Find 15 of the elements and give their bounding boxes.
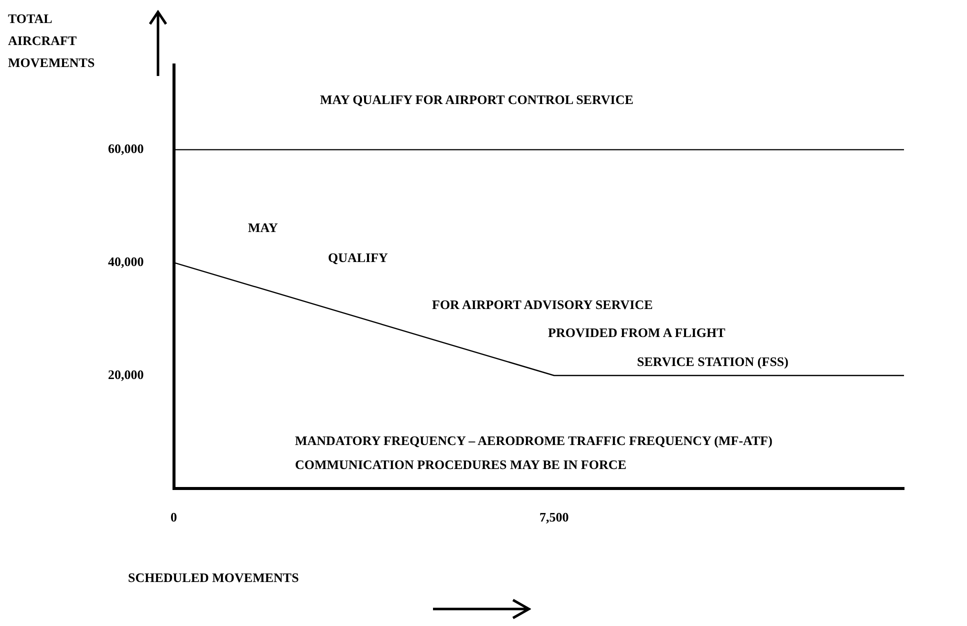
- y-tick-label: 40,000: [108, 254, 144, 269]
- x-axis-title: SCHEDULED MOVEMENTS: [128, 570, 299, 586]
- annotation: SERVICE STATION (FSS): [637, 354, 788, 370]
- annotation: QUALIFY: [328, 250, 388, 266]
- annotation: PROVIDED FROM A FLIGHT: [548, 325, 726, 341]
- y-tick-label: 20,000: [108, 366, 144, 382]
- annotation: FOR AIRPORT ADVISORY SERVICE: [432, 297, 653, 313]
- y-tick-label: 60,000: [108, 141, 144, 156]
- x-tick-label: 7,500: [539, 510, 569, 525]
- annotation: COMMUNICATION PROCEDURES MAY BE IN FORCE: [295, 457, 626, 473]
- annotation: MAY: [248, 220, 278, 236]
- annotation: MANDATORY FREQUENCY – AERODROME TRAFFIC FREQUENCY (MF-ATF): [295, 433, 772, 449]
- annotation: MAY QUALIFY FOR AIRPORT CONTROL SERVICE: [320, 92, 634, 108]
- x-tick-label: 0: [170, 510, 177, 525]
- y-axis-title: TOTAL AIRCRAFT MOVEMENTS: [8, 10, 96, 72]
